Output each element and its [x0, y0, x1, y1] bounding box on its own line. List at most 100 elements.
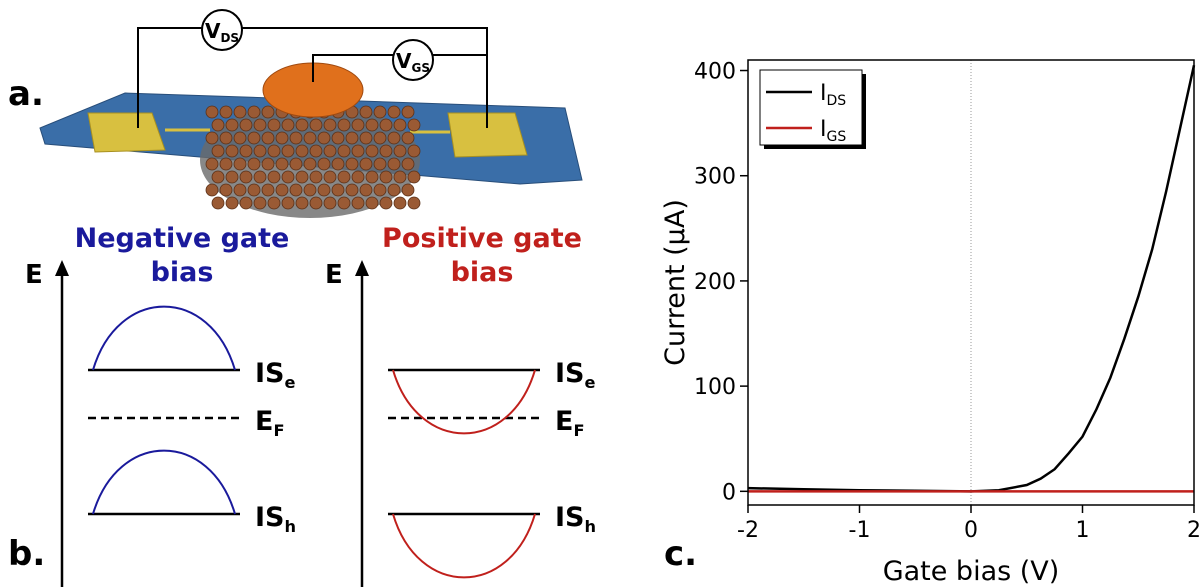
level-label: ISh: [255, 502, 296, 536]
x-tick-label: -2: [737, 518, 759, 543]
label-base: V: [396, 49, 412, 73]
y-tick-label: 100: [694, 375, 736, 400]
particle: [281, 144, 295, 158]
particle: [253, 196, 267, 210]
particle: [365, 118, 379, 132]
label-sub: DS: [220, 31, 239, 45]
particle: [401, 183, 415, 197]
particle: [331, 157, 345, 171]
particle: [233, 131, 247, 145]
particle: [379, 144, 393, 158]
legend-sub: GS: [827, 129, 847, 145]
particle: [359, 105, 373, 119]
particle: [373, 131, 387, 145]
particle: [205, 131, 219, 145]
particle: [351, 144, 365, 158]
panel-label: a.: [8, 74, 44, 114]
particle: [401, 105, 415, 119]
particle: [295, 144, 309, 158]
particle: [233, 157, 247, 171]
particle: [407, 196, 421, 210]
particle: [239, 144, 253, 158]
particle: [289, 157, 303, 171]
label-sub: h: [585, 517, 597, 536]
particle: [345, 157, 359, 171]
label-sub: GS: [411, 61, 430, 75]
particle: [309, 118, 323, 132]
level-label: ISe: [255, 358, 296, 392]
particle: [379, 170, 393, 184]
nanoparticles: [200, 102, 421, 218]
particle: [303, 157, 317, 171]
band-bend: [392, 513, 536, 579]
panel-label: c.: [664, 534, 697, 574]
label-sub: F: [573, 421, 584, 440]
meter: [392, 39, 434, 81]
particle: [261, 183, 275, 197]
particle: [211, 196, 225, 210]
particle: [219, 131, 233, 145]
panel-label: b.: [8, 534, 45, 574]
level-label: ISh: [555, 502, 596, 536]
particle: [407, 118, 421, 132]
particle: [295, 118, 309, 132]
particle: [309, 170, 323, 184]
particle: [225, 118, 239, 132]
particle: [247, 157, 261, 171]
wire: [312, 54, 393, 82]
label-sub: F: [273, 421, 284, 440]
particle: [247, 183, 261, 197]
particle: [387, 183, 401, 197]
particle: [323, 196, 337, 210]
particle: [247, 105, 261, 119]
particle: [331, 183, 345, 197]
particle: [247, 131, 261, 145]
legend-name: I: [820, 117, 827, 142]
y-tick-label: 400: [694, 60, 736, 85]
y-axis-label: Current (μA): [660, 199, 691, 366]
band-bend: [92, 449, 236, 515]
particle: [211, 170, 225, 184]
particle: [211, 118, 225, 132]
particle: [281, 118, 295, 132]
arrow-head: [55, 260, 69, 276]
particle: [253, 144, 267, 158]
particle: [365, 196, 379, 210]
label-base: IS: [555, 358, 585, 389]
particle: [393, 196, 407, 210]
particle: [365, 144, 379, 158]
particle: [379, 118, 393, 132]
meter: [201, 9, 243, 51]
level-label: EF: [255, 406, 285, 440]
particle: [323, 170, 337, 184]
particle: [281, 170, 295, 184]
arrow-head: [355, 260, 369, 276]
label-base: IS: [255, 358, 285, 389]
particle: [387, 157, 401, 171]
particle: [407, 144, 421, 158]
label-sub: e: [585, 373, 596, 392]
particle: [351, 170, 365, 184]
particle: [373, 157, 387, 171]
particle: [401, 157, 415, 171]
particle: [337, 196, 351, 210]
y-tick-label: 200: [694, 270, 736, 295]
label-base: IS: [255, 502, 285, 533]
particle: [387, 105, 401, 119]
particle: [407, 170, 421, 184]
particle: [239, 118, 253, 132]
particle: [309, 196, 323, 210]
band-bend: [392, 369, 536, 435]
particle: [267, 144, 281, 158]
energy-axis-label: E: [25, 260, 43, 290]
band-bend: [92, 305, 236, 371]
meter-label: VGS: [396, 49, 430, 75]
particle: [233, 105, 247, 119]
x-tick-label: 0: [964, 518, 978, 543]
label-base: E: [255, 406, 273, 437]
particle: [225, 170, 239, 184]
particle: [331, 131, 345, 145]
wire: [242, 27, 488, 128]
